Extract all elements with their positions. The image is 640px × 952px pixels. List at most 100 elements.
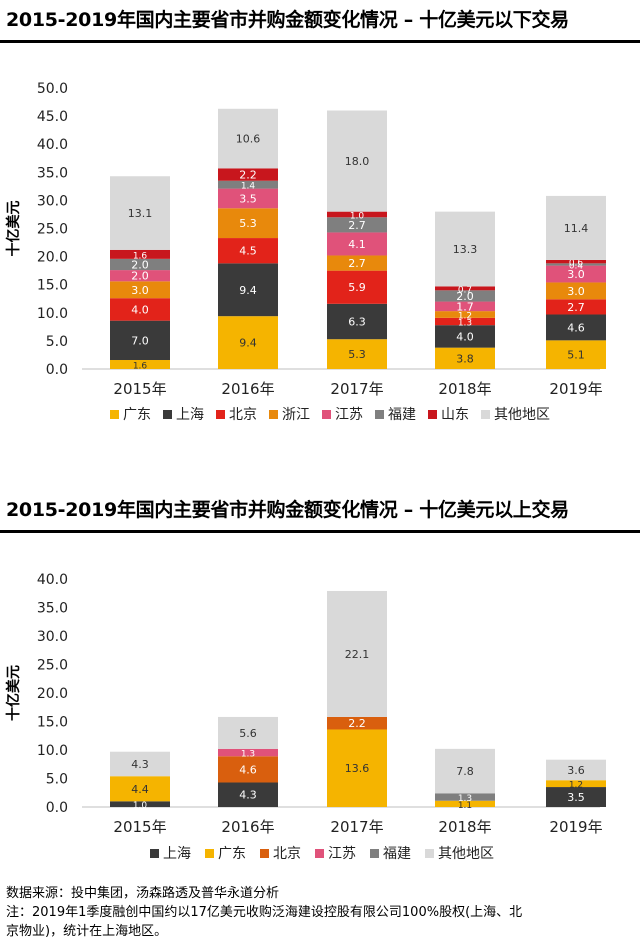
chart-1-data-label-0-7: 13.1 [128, 207, 153, 220]
chart-1-legend-swatch-0 [110, 410, 119, 419]
chart-1-bar-1-2 [218, 238, 278, 264]
chart-1-bar-0-6 [110, 249, 170, 259]
chart-1-title: 2015-2019年国内主要省市并购金额变化情况 – 十亿美元以下交易 [6, 9, 569, 31]
chart-1-bar-2-2 [327, 270, 387, 304]
chart-2-bar-1-5 [218, 716, 278, 749]
chart-1-bar-4-0 [546, 340, 606, 369]
chart-2-data-label-1-2: 4.6 [239, 763, 257, 776]
chart-2-bar-0-5 [110, 751, 170, 777]
chart-2-data-label-2-5: 22.1 [345, 648, 370, 661]
chart-1-data-label-3-5: 2.0 [456, 290, 474, 303]
chart-1-legend-swatch-3 [269, 410, 278, 419]
chart-2-data-label-2-1: 13.6 [345, 762, 370, 775]
chart-1-bar-1-0 [218, 316, 278, 369]
chart-1-bar-2-1 [327, 303, 387, 340]
chart-1-data-label-3-2: 1.3 [458, 319, 472, 329]
chart-1-bar-4-5 [546, 263, 606, 266]
chart-2-bar-3-5 [435, 748, 495, 794]
chart-1-data-label-1-4: 3.5 [239, 192, 257, 205]
chart-1-data-label-1-2: 4.5 [239, 245, 257, 258]
chart-1-bar-2-6 [327, 211, 387, 218]
chart-1-data-label-0-5: 2.0 [131, 258, 149, 271]
chart-2-data-label-4-5: 3.6 [567, 764, 585, 777]
chart-1-ylabel: 十亿美元 [5, 201, 22, 257]
chart-1-ytick-label: 35.0 [37, 165, 68, 181]
chart-1-bar-2-7 [327, 110, 387, 212]
chart-1-ytick-label: 15.0 [37, 278, 68, 294]
chart-1-svg: 十亿美元 0.0 5.0 10.0 15.0 20.0 25.0 30.0 35.0 40.0 45… [5, 81, 606, 423]
chart-2-ytick-label: 25.0 [37, 658, 68, 674]
chart-2-ylabel: 十亿美元 [5, 665, 22, 721]
chart-1-bar-0-7 [110, 176, 170, 250]
chart-2-data-label-1-5: 5.6 [239, 727, 257, 740]
chart-1-bar-3-5 [435, 290, 495, 302]
chart-1-ytick-label: 30.0 [37, 193, 68, 209]
chart-2-category-label-0: 2015年 [113, 818, 166, 836]
chart-1-category-label-1: 2016年 [221, 380, 274, 398]
chart-1-bar-1-3 [218, 208, 278, 239]
chart-1-data-label-1-1: 9.4 [239, 284, 257, 297]
chart-1-legend-label-6: 山东 [441, 407, 469, 423]
chart-2-data-label-3-1: 1.1 [458, 801, 472, 811]
chart-2-ytick-label: 30.0 [37, 629, 68, 645]
chart-1-bar-0-2 [110, 298, 170, 321]
chart-2-bar-0-0 [110, 801, 170, 807]
chart-1-bar-0-0 [110, 360, 170, 369]
chart-1-ytick-label: 0.0 [46, 362, 68, 378]
chart-1-legend-label-5: 福建 [388, 407, 416, 423]
chart-2-legend-swatch-2 [260, 849, 269, 858]
chart-1-bar-4-4 [546, 265, 606, 283]
chart-1-bar-1-1 [218, 263, 278, 317]
chart-1-data-label-1-5: 1.4 [241, 182, 256, 192]
chart-1-bar-1-5 [218, 180, 278, 189]
chart-2-legend-swatch-3 [315, 849, 324, 858]
chart-2-category-label-3: 2018年 [438, 818, 491, 836]
chart-2-ytick-label: 35.0 [37, 601, 68, 617]
chart-1-legend-swatch-2 [216, 410, 225, 419]
chart-1-ytick-label: 50.0 [37, 81, 68, 97]
chart-2-bar-3-1 [435, 800, 495, 807]
chart-2-legend-label-4: 福建 [383, 846, 411, 862]
chart-2-ytick-label: 10.0 [37, 743, 68, 759]
chart-2-legend-label-2: 北京 [273, 846, 301, 862]
chart-1-data-label-4-7: 11.4 [564, 222, 589, 235]
chart-2-legend-label-0: 上海 [163, 846, 191, 862]
chart-2-bar-2-5 [327, 590, 387, 717]
chart-2-data-label-1-3: 1.3 [241, 750, 255, 760]
chart-2-title: 2015-2019年国内主要省市并购金额变化情况 – 十亿美元以上交易 [6, 499, 569, 521]
chart-2-category-label-4: 2019年 [549, 818, 602, 836]
chart-1-data-label-4-2: 2.7 [567, 301, 585, 314]
chart-1-bar-4-1 [546, 314, 606, 341]
chart-1-data-label-3-0: 3.8 [456, 352, 474, 365]
chart-1-ytick-label: 25.0 [37, 222, 68, 238]
chart-1-data-label-0-4: 2.0 [131, 270, 149, 283]
chart-1-bar-4-6 [546, 259, 606, 264]
chart-2-legend-swatch-0 [150, 849, 159, 858]
chart-2-data-label-3-4: 1.3 [458, 794, 472, 804]
chart-1-data-label-2-2: 5.9 [348, 281, 366, 294]
chart-2-bar-4-5 [546, 759, 606, 781]
note-line-2: 京物业)，统计在上海地区。 [6, 924, 168, 939]
chart-2-category-label-1: 2016年 [221, 818, 274, 836]
chart-1-data-label-4-6: 0.6 [569, 259, 584, 269]
chart-1-data-label-4-3: 3.0 [567, 285, 585, 298]
chart-1-data-label-1-3: 5.3 [239, 217, 257, 230]
chart-2-bar-1-3 [218, 748, 278, 757]
chart-2-data-label-0-0: 1.0 [133, 801, 148, 811]
chart-2-data-label-4-1: 1.2 [569, 781, 583, 791]
chart-1-bar-3-2 [435, 317, 495, 326]
chart-1-ytick-label: 5.0 [46, 334, 68, 350]
chart-1-bar-4-3 [546, 282, 606, 300]
chart-1-legend-label-7: 其他地区 [494, 407, 550, 423]
chart-1-legend-swatch-4 [322, 410, 331, 419]
chart-2-ytick-label: 5.0 [46, 772, 68, 788]
chart-2-bar-4-1 [546, 780, 606, 788]
chart-1-bar-2-0 [327, 339, 387, 369]
chart-1-data-label-2-5: 2.7 [348, 219, 366, 232]
chart-1-data-label-3-1: 4.0 [456, 330, 474, 343]
chart-2-bar-4-0 [546, 787, 606, 807]
chart-1-bar-3-7 [435, 211, 495, 287]
chart-1-data-label-4-4: 3.0 [567, 268, 585, 281]
chart-2-category-label-2: 2017年 [330, 818, 383, 836]
chart-1-data-label-2-3: 2.7 [348, 257, 366, 270]
